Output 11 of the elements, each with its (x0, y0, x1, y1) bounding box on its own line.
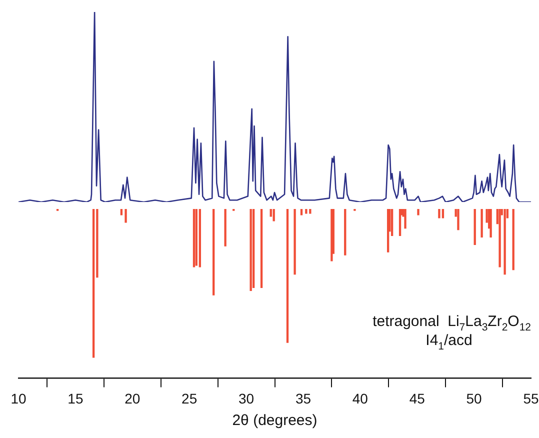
x-tick-label: 10 (10, 390, 26, 406)
x-tick-label: 15 (68, 390, 84, 406)
x-tick-label: 45 (409, 390, 426, 406)
x-tick-label: 25 (182, 390, 198, 406)
x-tick-label: 30 (238, 390, 254, 406)
x-tick-label: 20 (124, 390, 140, 406)
x-tick-label: 40 (352, 390, 368, 406)
x-tick-label: 50 (466, 390, 482, 406)
x-tick-label: 35 (295, 390, 312, 406)
x-tick-label: 55 (523, 390, 539, 406)
x-axis-title: 2θ (degrees) (232, 412, 318, 430)
